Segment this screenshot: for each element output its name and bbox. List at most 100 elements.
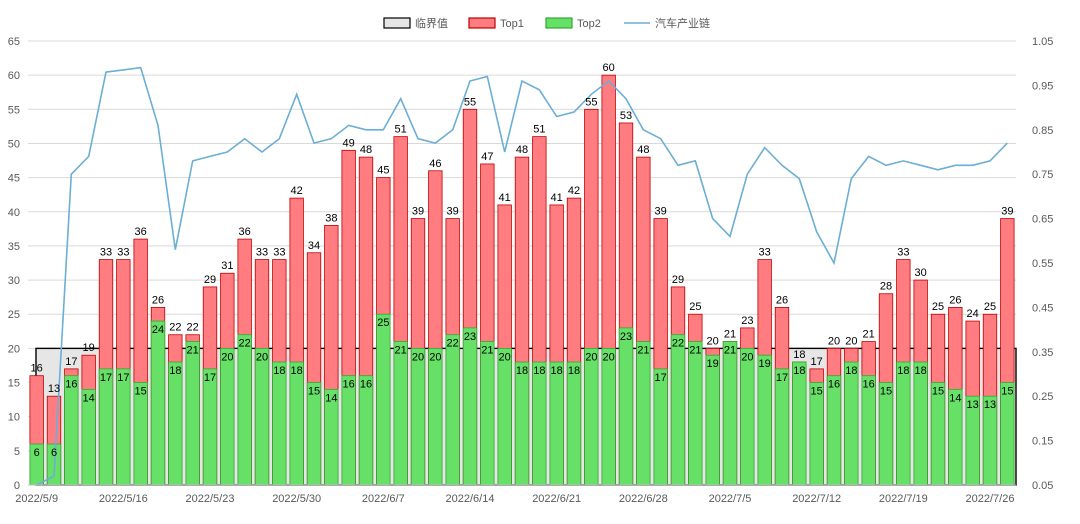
- data-label-top1: 39: [412, 206, 424, 218]
- x-tick-label: 2022/7/12: [792, 493, 841, 505]
- bar-top2: [462, 327, 478, 486]
- data-label-top1: 26: [152, 294, 164, 306]
- data-label-top1: 60: [603, 62, 615, 74]
- data-labels: 16 6 13 6 17 16 19 14 33 17 33 17 36 15 26 24 22 18 22 21 29…: [31, 62, 1014, 459]
- data-label-top1: 20: [845, 335, 857, 347]
- data-label-top2: 17: [117, 372, 129, 384]
- data-label-top1: 17: [811, 356, 823, 368]
- data-label-top1: 19: [83, 342, 95, 354]
- data-label-top1: 30: [915, 267, 927, 279]
- bar-top2: [168, 361, 183, 486]
- data-label-top2: 18: [915, 365, 927, 377]
- data-label-top2: 15: [880, 386, 892, 398]
- data-label-top2: 19: [707, 358, 719, 370]
- data-label-top2: 16: [828, 379, 840, 391]
- legend-label: Top2: [577, 18, 601, 30]
- legend-label: Top1: [500, 18, 524, 30]
- bar-top2: [1000, 382, 1015, 486]
- axes: 0 5 10 15 20 25 30 35 40 45 50 55 60 65 0.05 0.15 0.25 0.…: [8, 36, 1054, 505]
- bar-top2: [480, 341, 495, 486]
- y-tick-label: 25: [8, 309, 20, 321]
- x-tick-label: 2022/6/28: [619, 493, 668, 505]
- data-label-top2: 6: [51, 447, 57, 459]
- bar-top2: [428, 347, 443, 486]
- bar-top2: [826, 375, 842, 486]
- data-label-top1: 24: [967, 308, 979, 320]
- y-tick-label: 35: [8, 241, 20, 253]
- bar-top2: [601, 347, 616, 486]
- data-label-top1: 33: [273, 247, 285, 259]
- y-tick-label: 60: [8, 70, 20, 82]
- bar-top2: [272, 361, 287, 486]
- bar-top2: [497, 347, 512, 486]
- data-label-top2: 18: [291, 365, 303, 377]
- data-label-top1: 53: [620, 110, 632, 122]
- data-label-top1: 34: [308, 240, 320, 252]
- data-label-top2: 20: [256, 351, 268, 363]
- data-label-top2: 15: [811, 386, 823, 398]
- bar-top2: [532, 361, 547, 486]
- data-label-top1: 33: [256, 247, 268, 259]
- data-label-top1: 26: [776, 294, 788, 306]
- data-label-top1: 33: [897, 247, 909, 259]
- y2-tick-label: 0.25: [1032, 391, 1053, 403]
- data-label-top1: 18: [793, 349, 805, 361]
- y2-tick-label: 0.75: [1032, 169, 1053, 181]
- x-tick-label: 2022/7/26: [966, 493, 1015, 505]
- x-tick-label: 2022/5/30: [272, 493, 321, 505]
- bar-top2: [254, 347, 270, 486]
- bar-top2: [410, 347, 426, 486]
- bar-top2: [202, 368, 218, 486]
- data-label-top2: 6: [34, 447, 40, 459]
- data-label-top2: 16: [863, 379, 875, 391]
- data-label-top2: 16: [65, 379, 77, 391]
- legend-label: 汽车产业链: [655, 16, 710, 30]
- data-label-top1: 21: [724, 329, 736, 341]
- data-label-top2: 13: [984, 399, 996, 411]
- data-label-top2: 14: [949, 392, 961, 404]
- bar-top2: [636, 341, 651, 486]
- data-label-top2: 21: [481, 345, 493, 357]
- y-tick-label: 45: [8, 173, 20, 185]
- data-label-top2: 16: [360, 379, 372, 391]
- data-label-top1: 21: [863, 329, 875, 341]
- bar-top2: [289, 361, 304, 486]
- bar-top2: [896, 361, 911, 486]
- x-tick-label: 2022/6/21: [532, 493, 581, 505]
- data-label-top1: 55: [464, 96, 476, 108]
- data-label-top1: 39: [655, 206, 667, 218]
- data-label-top2: 20: [603, 351, 615, 363]
- bar-top2: [913, 361, 928, 486]
- data-label-top2: 18: [793, 365, 805, 377]
- y2-tick-label: 0.95: [1032, 80, 1053, 92]
- y-tick-label: 55: [8, 104, 20, 116]
- data-label-top1: 42: [291, 185, 303, 197]
- data-label-top1: 22: [187, 322, 199, 334]
- data-label-top2: 15: [932, 386, 944, 398]
- data-label-top2: 21: [187, 345, 199, 357]
- data-label-top1: 33: [100, 247, 112, 259]
- data-label-top1: 26: [949, 294, 961, 306]
- x-tick-label: 2022/5/9: [15, 493, 58, 505]
- data-label-top2: 21: [724, 345, 736, 357]
- data-label-top2: 23: [620, 331, 632, 343]
- data-label-top1: 41: [499, 192, 511, 204]
- data-label-top2: 15: [1001, 386, 1013, 398]
- data-label-top2: 22: [672, 338, 684, 350]
- bar-top2: [150, 320, 166, 486]
- bar-top2: [653, 368, 668, 486]
- data-label-top2: 24: [152, 324, 164, 336]
- data-label-top2: 20: [429, 351, 441, 363]
- y-tick-label: 5: [14, 446, 20, 458]
- y-tick-label: 65: [8, 36, 20, 48]
- data-label-top1: 33: [759, 247, 771, 259]
- data-label-top1: 17: [65, 356, 77, 368]
- data-label-top2: 18: [273, 365, 285, 377]
- bar-top2: [757, 354, 772, 486]
- bar-top2: [705, 354, 720, 486]
- bar-top2: [618, 327, 634, 486]
- data-label-top1: 46: [429, 158, 441, 170]
- y2-tick-label: 0.35: [1032, 347, 1053, 359]
- data-label-top1: 29: [204, 274, 216, 286]
